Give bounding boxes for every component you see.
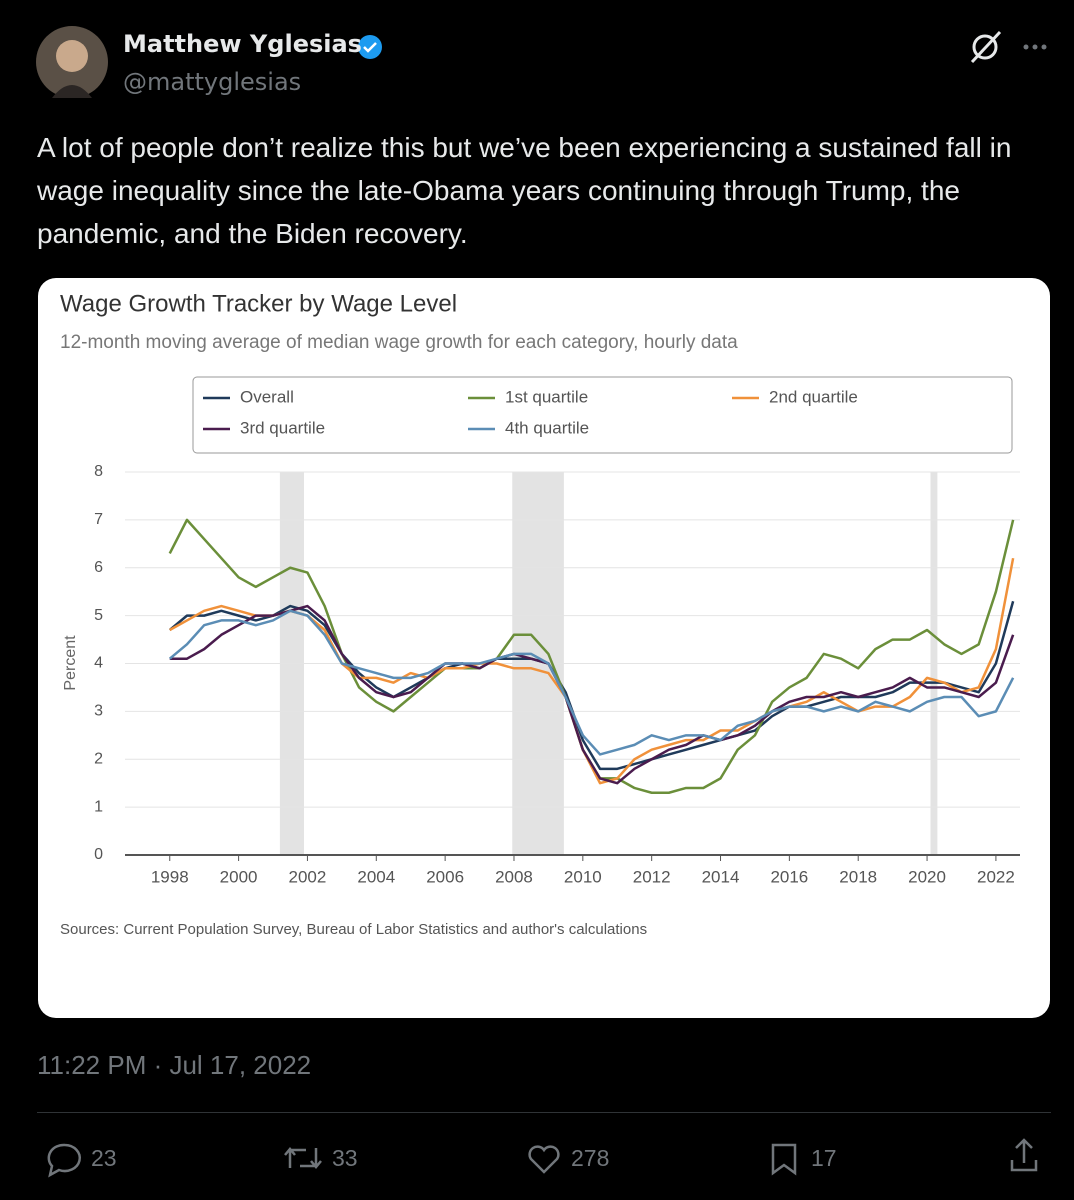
reply-icon[interactable] <box>47 1143 81 1178</box>
timestamp[interactable]: 11:22 PM · Jul 17, 2022 <box>37 1050 312 1080</box>
y-tick-label: 6 <box>94 559 103 576</box>
x-tick-label: 2002 <box>289 867 327 886</box>
y-tick-label: 5 <box>94 607 103 624</box>
x-tick-label: 2020 <box>908 867 946 886</box>
x-tick-label: 2016 <box>770 867 808 886</box>
series-line <box>168 600 1015 771</box>
verified-badge <box>358 35 382 59</box>
separator <box>37 1112 1051 1113</box>
repost-count[interactable]: 33 <box>332 1145 358 1171</box>
legend-label: 4th quartile <box>505 418 589 437</box>
x-tick-label: 2022 <box>977 867 1015 886</box>
x-tick-label: 2010 <box>564 867 602 886</box>
x-tick-label: 2014 <box>702 867 740 886</box>
x-tick-label: 2008 <box>495 867 533 886</box>
author-name[interactable]: Matthew Yglesias <box>123 30 362 58</box>
avatar-body <box>52 85 92 98</box>
legend-label: 2nd quartile <box>769 387 858 406</box>
legend-label: Overall <box>240 387 294 406</box>
legend-box <box>192 376 1013 454</box>
chart-source: Sources: Current Population Survey, Bure… <box>60 921 647 938</box>
chart: Wage Growth Tracker by Wage Level 12-mon… <box>60 290 1020 938</box>
repost-icon[interactable] <box>284 1147 322 1169</box>
bookmark-count[interactable]: 17 <box>811 1145 837 1171</box>
legend-label: 3rd quartile <box>240 418 325 437</box>
y-tick-label: 2 <box>94 750 103 767</box>
chart-title: Wage Growth Tracker by Wage Level <box>60 290 457 317</box>
y-tick-label: 0 <box>94 846 103 863</box>
x-tick-label: 1998 <box>151 867 189 886</box>
bookmark-icon[interactable] <box>771 1143 797 1176</box>
y-tick-label: 3 <box>94 703 103 720</box>
series-line <box>169 604 1015 785</box>
series-line <box>168 609 1015 756</box>
y-axis-label: Percent <box>62 635 79 691</box>
verified-check <box>363 42 377 53</box>
author-handle[interactable]: @mattyglesias <box>123 68 302 96</box>
legend-label: 1st quartile <box>505 387 588 406</box>
y-tick-label: 1 <box>94 798 103 815</box>
chart-card[interactable]: Wage Growth Tracker by Wage Level 12-mon… <box>38 278 1050 1018</box>
like-count[interactable]: 278 <box>571 1145 610 1171</box>
more-button[interactable] <box>1023 44 1047 50</box>
x-tick-label: 2000 <box>220 867 258 886</box>
x-tick-label: 2004 <box>357 867 395 886</box>
post-text: A lot of people don’t realize this but w… <box>37 132 1012 249</box>
avatar-face <box>56 40 88 72</box>
y-tick-label: 7 <box>94 511 103 528</box>
x-tick-label: 2012 <box>633 867 671 886</box>
y-tick-label: 8 <box>94 463 103 480</box>
chart-subtitle: 12-month moving average of median wage g… <box>60 332 738 353</box>
y-tick-label: 4 <box>94 655 103 672</box>
share-icon[interactable] <box>1010 1138 1038 1172</box>
x-tick-label: 2006 <box>426 867 464 886</box>
like-icon[interactable] <box>528 1145 560 1174</box>
reply-count[interactable]: 23 <box>91 1145 117 1171</box>
x-tick-label: 2018 <box>839 867 877 886</box>
grok-button[interactable] <box>970 30 1002 64</box>
